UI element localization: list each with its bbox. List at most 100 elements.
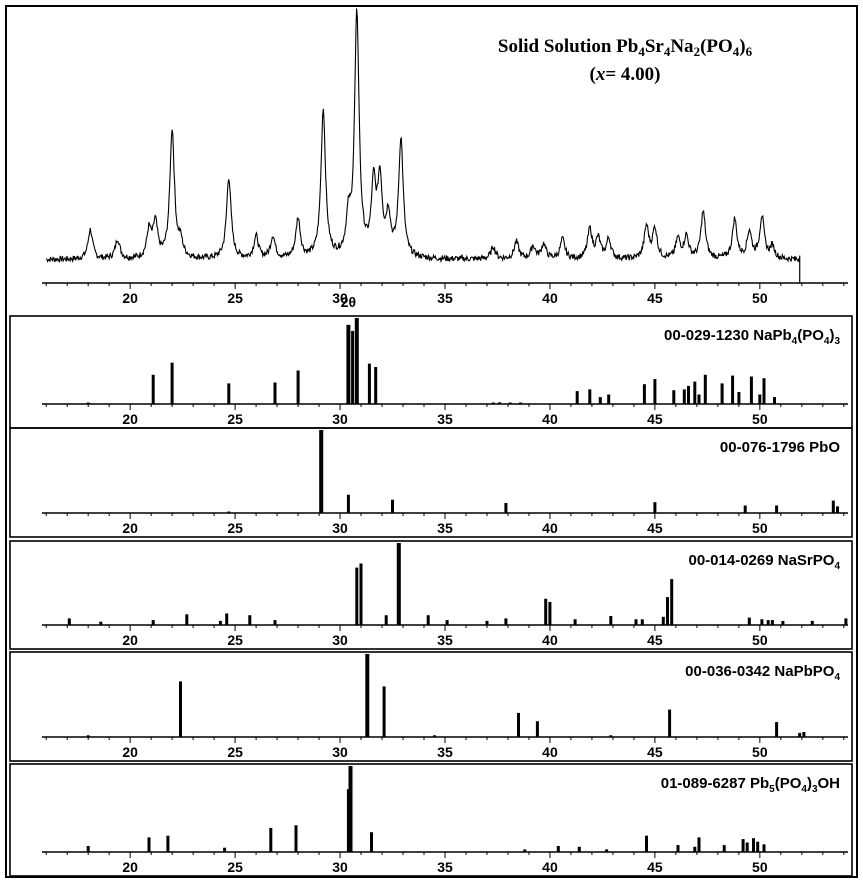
reference-peak-bar — [227, 383, 231, 404]
x-tick-label: 20 — [122, 744, 138, 760]
x-tick-label: 40 — [542, 744, 558, 760]
label-segment: (PO — [775, 775, 802, 792]
x-tick-label: 35 — [437, 520, 453, 536]
x-tick-label: 25 — [227, 290, 243, 306]
reference-peak-bar — [273, 620, 277, 625]
reference-peak-bar — [670, 579, 674, 625]
chart-subtitle: (x= 4.00) — [590, 64, 661, 85]
reference-peak-bar — [634, 619, 638, 625]
reference-peak-bar — [517, 712, 520, 737]
reference-peak-bar — [737, 392, 741, 404]
reference-peak-bar — [598, 397, 602, 404]
x-tick-label: 25 — [227, 411, 243, 427]
x-axis-0: 20 25 30 35 40 45 50 — [42, 282, 848, 306]
reference-peak-bar — [99, 621, 103, 625]
x-tick-label: 25 — [227, 859, 243, 875]
label-subscript: 4 — [792, 336, 798, 347]
label-segment: ) — [739, 36, 745, 57]
label-segment: 00-014-0269 NaSrPO — [689, 552, 835, 569]
label-subscript: 2 — [694, 44, 701, 59]
reference-peak-bar — [354, 318, 359, 404]
reference-bars-1 — [86, 318, 776, 404]
reference-peak-bar — [810, 620, 814, 625]
reference-peak-bar — [384, 615, 388, 625]
reference-peak-bar — [844, 618, 848, 625]
outer-frame — [5, 5, 858, 878]
reference-peak-bar — [548, 602, 552, 625]
x-tick-label: 30 — [332, 859, 348, 875]
reference-peak-bar — [749, 376, 753, 404]
x-tick-label: 35 — [437, 411, 453, 427]
x-tick-label: 35 — [437, 744, 453, 760]
reference-peak-bar — [348, 766, 353, 852]
x-tick-label: 40 — [542, 290, 558, 306]
label-segment: ( — [590, 64, 596, 85]
reference-peak-bar — [588, 389, 592, 404]
x-tick-label: 30 — [332, 411, 348, 427]
reference-peak-bar — [577, 846, 581, 852]
reference-bars-5 — [86, 766, 766, 852]
reference-peak-bar — [273, 382, 277, 404]
reference-peak-bar — [682, 389, 686, 404]
label-subscript: 4 — [834, 561, 840, 572]
label-segment: 00-029-1230 NaPb — [664, 327, 792, 344]
reference-peak-bar — [248, 615, 252, 625]
reference-peak-bar — [720, 383, 724, 404]
xrd-pattern-line — [45, 8, 800, 264]
reference-peak-bar — [760, 619, 764, 625]
reference-peak-bar — [661, 616, 665, 625]
reference-peak-bar — [151, 374, 155, 404]
reference-peak-bar — [365, 654, 370, 737]
reference-peak-bar — [575, 391, 579, 404]
label-segment: 00-036-0342 NaPbPO — [685, 663, 835, 680]
label-subscript: 3 — [834, 336, 840, 347]
label-subscript: 6 — [746, 44, 753, 59]
reference-peak-bar — [433, 735, 436, 737]
reference-peak-bar — [504, 618, 508, 625]
reference-peak-bar — [445, 620, 449, 625]
reference-peak-bar — [642, 384, 646, 404]
label-segment: Sr — [645, 36, 665, 57]
x-axis-4: 20 25 30 35 40 45 50 — [42, 736, 848, 760]
x-tick-label: 30 — [332, 520, 348, 536]
reference-peak-bar — [382, 686, 386, 737]
reference-peak-bar — [831, 500, 835, 513]
x-tick-label: 50 — [752, 411, 768, 427]
reference-label: 00-029-1230 NaPb4(PO4)3 — [664, 327, 840, 347]
x-tick-label: 30 — [332, 744, 348, 760]
label-subscript: 4 — [824, 336, 830, 347]
reference-peak-bar — [672, 390, 676, 404]
reference-peak-bar — [798, 732, 802, 738]
reference-peak-bar — [147, 837, 151, 852]
reference-label: 01-089-6287 Pb5(PO4)3OH — [661, 775, 840, 795]
reference-peak-bar — [666, 597, 669, 625]
reference-peak-bar — [485, 620, 489, 625]
reference-peak-bar — [703, 374, 707, 404]
reference-peak-bar — [269, 827, 273, 852]
reference-peak-bar — [731, 375, 735, 404]
x-tick-label: 30 — [332, 290, 348, 306]
reference-peak-bar — [722, 845, 726, 852]
x-tick-label: 45 — [647, 290, 663, 306]
reference-peak-bar — [67, 618, 71, 625]
x-tick-label: 25 — [227, 520, 243, 536]
x-axis-1: 20 25 30 35 40 45 50 — [42, 403, 848, 427]
reference-peak-bar — [351, 330, 355, 404]
reference-peak-bar — [607, 394, 611, 404]
reference-peak-bar — [396, 543, 401, 625]
x-tick-label: 40 — [542, 520, 558, 536]
reference-peak-bar — [296, 370, 300, 404]
reference-panel-frame — [9, 651, 853, 762]
reference-peak-bar — [653, 379, 657, 404]
x-tick-label: 45 — [647, 520, 663, 536]
label-segment: ) — [807, 775, 812, 792]
label-segment: = 4.00) — [605, 64, 660, 85]
reference-peak-bar — [498, 402, 502, 404]
reference-peak-bar — [573, 619, 577, 625]
x-tick-label: 20 — [122, 411, 138, 427]
reference-peak-bar — [556, 846, 560, 852]
label-subscript: 4 — [664, 44, 671, 59]
x-tick-label: 25 — [227, 744, 243, 760]
reference-peak-bar — [185, 614, 189, 625]
